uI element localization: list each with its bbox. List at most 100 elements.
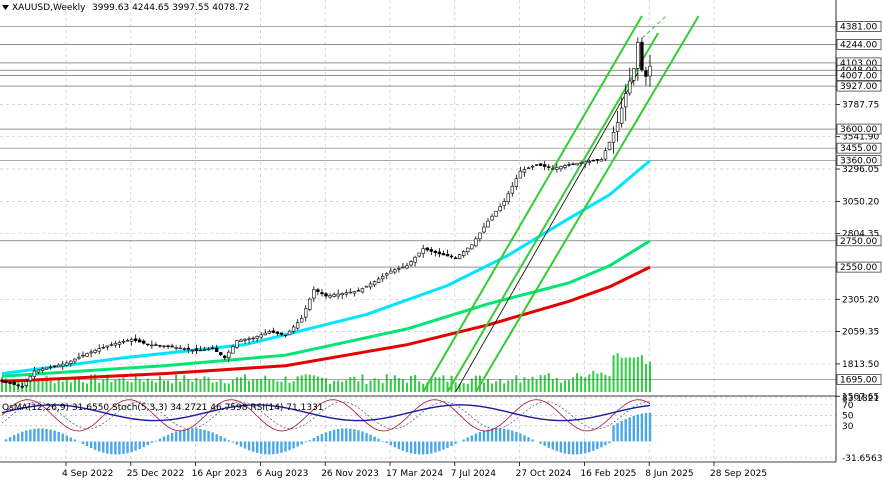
osma-bar bbox=[203, 429, 206, 442]
candle-body bbox=[340, 293, 344, 296]
candle-body bbox=[271, 330, 276, 333]
candle-body bbox=[494, 210, 498, 217]
volume-bar bbox=[373, 378, 376, 392]
osma-bar bbox=[547, 441, 550, 448]
volume-bar bbox=[422, 383, 425, 392]
osma-bar bbox=[150, 441, 154, 443]
time-tick-label: 16 Feb 2025 bbox=[580, 469, 636, 479]
candle-body bbox=[417, 252, 421, 257]
price-tick-label: 1813.50 bbox=[842, 360, 879, 370]
candle-body bbox=[251, 337, 255, 340]
volume-bar bbox=[199, 379, 202, 392]
osma-bar bbox=[498, 428, 502, 442]
osma-bar bbox=[316, 435, 320, 442]
level-label-box bbox=[836, 235, 882, 247]
osma-bar bbox=[199, 429, 202, 442]
candle-body bbox=[534, 164, 539, 166]
osma-bar bbox=[33, 428, 36, 442]
candle-body bbox=[16, 384, 20, 387]
osma-bar bbox=[114, 441, 117, 455]
osma-bar bbox=[138, 441, 141, 450]
candle-body bbox=[457, 254, 462, 259]
volume-bar bbox=[239, 377, 242, 392]
candle-body bbox=[466, 247, 470, 253]
volume-bar bbox=[191, 381, 194, 392]
candle-body bbox=[526, 167, 531, 169]
osma-bar bbox=[551, 441, 554, 450]
candle-body bbox=[287, 330, 292, 336]
oscillator-panel: OsMA(12,26,9) 31.6550 Stoch(5,3,3) 34.27… bbox=[0, 394, 882, 464]
osma-bar bbox=[243, 441, 247, 449]
candle-body bbox=[231, 346, 235, 354]
volume-bar bbox=[612, 355, 615, 392]
volume-bar bbox=[37, 379, 40, 392]
candle-body bbox=[547, 166, 551, 168]
level-label-box bbox=[836, 261, 882, 273]
candle-body bbox=[644, 70, 648, 77]
osma-bar bbox=[235, 441, 239, 445]
volume-bar bbox=[349, 377, 352, 392]
candle-body bbox=[502, 201, 506, 206]
candle-body bbox=[393, 269, 397, 273]
osma-bar bbox=[174, 431, 178, 442]
osma-bar bbox=[158, 438, 162, 442]
candle-body bbox=[198, 349, 203, 352]
volume-bar bbox=[491, 383, 494, 392]
candle-body bbox=[405, 265, 409, 269]
candle-body bbox=[413, 256, 417, 263]
time-tick-label: 28 Sep 2025 bbox=[710, 469, 767, 479]
volume-bar bbox=[61, 381, 64, 392]
candle-body bbox=[162, 345, 166, 348]
volume-bar bbox=[49, 377, 52, 392]
osma-bar bbox=[146, 441, 149, 446]
level-label: 3927.00 bbox=[840, 82, 877, 92]
candle-body bbox=[640, 41, 644, 71]
dropdown-triangle-icon[interactable] bbox=[2, 5, 9, 10]
candle-body bbox=[105, 345, 110, 348]
volume-bar bbox=[596, 373, 599, 392]
candle-body bbox=[158, 345, 162, 347]
candle-body bbox=[348, 291, 352, 294]
osma-bar bbox=[320, 434, 324, 442]
volume-bar bbox=[195, 377, 198, 392]
level-label-box bbox=[836, 142, 882, 154]
level-label: 4381.00 bbox=[840, 22, 877, 32]
osma-bar bbox=[640, 413, 644, 442]
candle-body bbox=[133, 338, 138, 342]
osma-bar bbox=[12, 435, 16, 442]
candle-body bbox=[174, 347, 178, 349]
volume-bar bbox=[223, 383, 226, 392]
volume-bar bbox=[227, 383, 230, 392]
candle-body bbox=[421, 248, 425, 254]
osma-bar bbox=[385, 441, 388, 444]
candle-body bbox=[4, 380, 8, 383]
candle-body bbox=[595, 159, 600, 161]
volume-bar bbox=[636, 357, 639, 392]
volume-bar bbox=[13, 381, 16, 392]
osma-bar bbox=[397, 441, 401, 450]
candle-body bbox=[304, 308, 308, 318]
volume-bar bbox=[393, 375, 396, 392]
volume-bar bbox=[260, 379, 263, 392]
volume-bar bbox=[588, 374, 591, 392]
candle-body bbox=[48, 366, 53, 369]
osma-bar bbox=[183, 429, 186, 442]
osma-bar bbox=[247, 441, 251, 451]
osma-bar bbox=[559, 441, 563, 453]
chart-header: XAUUSD,Weekly 3999.63 4244.65 3997.55 40… bbox=[2, 3, 249, 13]
volume-bar bbox=[547, 372, 550, 392]
candle-body bbox=[615, 122, 620, 132]
candle-body bbox=[571, 163, 575, 165]
osma-bar bbox=[450, 441, 453, 446]
candle-body bbox=[97, 348, 101, 352]
candle-body bbox=[255, 336, 259, 339]
volume-bar bbox=[158, 376, 161, 392]
osma-bar bbox=[130, 441, 133, 453]
osma-bar bbox=[470, 435, 473, 442]
volume-bar bbox=[77, 379, 80, 392]
time-tick-label: 4 Sep 2022 bbox=[62, 469, 113, 479]
volume-bar bbox=[106, 374, 109, 392]
candle-body bbox=[308, 298, 312, 310]
candle-body bbox=[227, 351, 231, 359]
osma-bar bbox=[312, 438, 316, 442]
